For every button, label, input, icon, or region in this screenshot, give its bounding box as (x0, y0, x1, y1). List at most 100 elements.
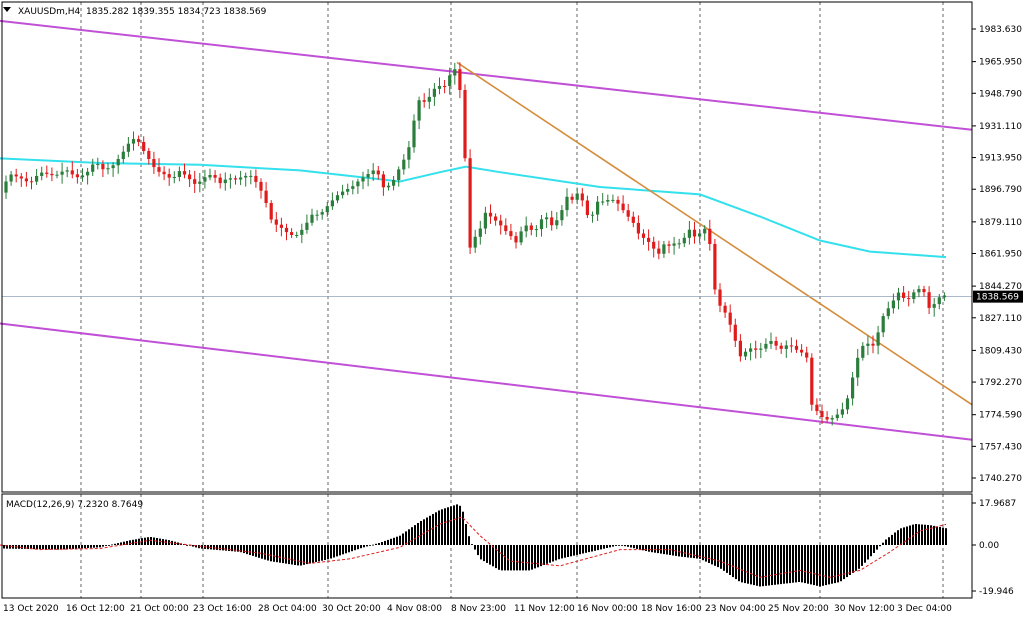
candle[interactable] (142, 142, 146, 151)
candle[interactable] (932, 304, 936, 308)
candle[interactable] (254, 175, 258, 182)
candle[interactable] (162, 171, 166, 175)
candle[interactable] (65, 170, 69, 172)
candle[interactable] (917, 289, 921, 293)
candle[interactable] (376, 170, 380, 175)
candle[interactable] (295, 235, 299, 236)
candle[interactable] (886, 308, 890, 317)
candle[interactable] (677, 243, 681, 245)
candle[interactable] (718, 289, 722, 306)
price-panel[interactable] (0, 19, 973, 441)
candle[interactable] (218, 177, 222, 184)
candle[interactable] (575, 193, 579, 200)
candle[interactable] (514, 236, 518, 243)
candle[interactable] (907, 298, 911, 300)
candle[interactable] (208, 175, 212, 178)
candle[interactable] (764, 343, 768, 349)
candle[interactable] (703, 228, 707, 234)
candle[interactable] (596, 201, 600, 215)
candle[interactable] (912, 292, 916, 299)
candle[interactable] (432, 88, 436, 97)
candle[interactable] (560, 210, 564, 221)
candle[interactable] (708, 228, 712, 244)
candle[interactable] (412, 120, 416, 148)
candle[interactable] (805, 352, 809, 358)
candle[interactable] (19, 176, 23, 179)
candle[interactable] (233, 178, 238, 180)
candle[interactable] (244, 175, 248, 178)
candle[interactable] (483, 212, 487, 229)
moving-average-line[interactable] (0, 157, 947, 259)
candle[interactable] (927, 292, 931, 308)
macd-panel[interactable] (0, 504, 947, 587)
candle[interactable] (55, 174, 59, 176)
candle[interactable] (315, 214, 319, 216)
candle[interactable] (590, 214, 595, 216)
candle[interactable] (228, 178, 232, 180)
candle[interactable] (662, 244, 666, 254)
candle[interactable] (539, 219, 544, 230)
candle[interactable] (279, 224, 283, 228)
candle[interactable] (300, 229, 304, 235)
candle[interactable] (606, 200, 610, 202)
candle[interactable] (290, 232, 294, 235)
candle[interactable] (759, 348, 763, 350)
candle[interactable] (397, 169, 401, 180)
candle[interactable] (896, 292, 901, 301)
candle[interactable] (519, 231, 523, 243)
candle[interactable] (861, 345, 865, 358)
candle[interactable] (50, 173, 54, 176)
candle[interactable] (121, 151, 125, 159)
candle[interactable] (9, 174, 13, 182)
candle[interactable] (835, 414, 839, 419)
candle[interactable] (621, 203, 625, 211)
candle[interactable] (626, 210, 630, 217)
candle[interactable] (29, 181, 34, 183)
candle[interactable] (448, 75, 452, 86)
candle[interactable] (111, 165, 115, 169)
candle[interactable] (733, 324, 737, 341)
candle[interactable] (417, 100, 421, 121)
candle[interactable] (4, 181, 8, 193)
candle[interactable] (713, 243, 717, 290)
candle[interactable] (616, 199, 620, 204)
candle[interactable] (223, 179, 227, 184)
candle[interactable] (845, 398, 850, 410)
candle[interactable] (555, 220, 559, 226)
candle[interactable] (284, 227, 289, 233)
candle[interactable] (550, 217, 554, 226)
candle[interactable] (840, 409, 844, 415)
candle[interactable] (152, 159, 156, 168)
candle[interactable] (193, 179, 197, 184)
candle[interactable] (631, 216, 635, 223)
candle[interactable] (203, 177, 207, 182)
candle[interactable] (341, 191, 345, 196)
candle[interactable] (126, 143, 130, 152)
candle[interactable] (137, 139, 141, 142)
candle[interactable] (381, 174, 385, 188)
candle[interactable] (687, 229, 691, 238)
candle[interactable] (601, 201, 605, 203)
candle[interactable] (504, 225, 508, 232)
candle[interactable] (784, 345, 788, 349)
candle[interactable] (647, 237, 651, 242)
candle[interactable] (565, 196, 569, 211)
candle[interactable] (249, 175, 253, 177)
candle[interactable] (754, 348, 758, 350)
candle[interactable] (14, 174, 18, 177)
candle[interactable] (749, 348, 753, 352)
candle[interactable] (871, 343, 875, 346)
candle[interactable] (147, 150, 151, 159)
candle[interactable] (611, 199, 615, 201)
candle[interactable] (723, 305, 727, 313)
candle[interactable] (866, 343, 870, 346)
candle[interactable] (116, 159, 120, 166)
channel-upper-line[interactable] (0, 19, 973, 131)
candle[interactable] (453, 69, 457, 76)
candle[interactable] (24, 178, 28, 182)
candle[interactable] (371, 170, 375, 175)
candle[interactable] (488, 212, 493, 217)
candle[interactable] (667, 244, 671, 246)
candle[interactable] (937, 297, 941, 305)
